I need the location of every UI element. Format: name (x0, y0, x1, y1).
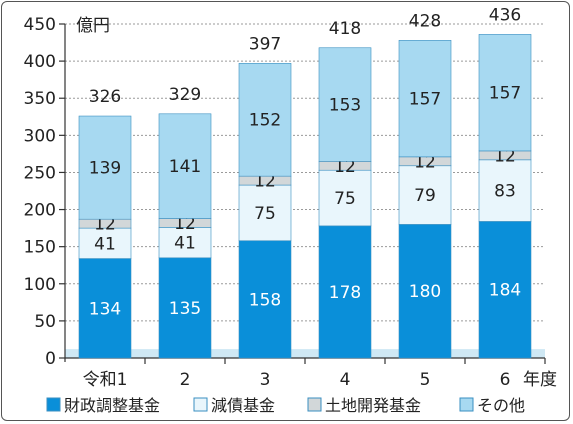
legend-swatch-0 (46, 397, 61, 412)
segment-label-1-0: 41 (94, 234, 116, 254)
bar-segment-0-5 (478, 221, 532, 359)
total-label-2: 397 (249, 34, 281, 54)
bars: 1344112139326135411214132915875121523971… (78, 5, 532, 359)
bar-segment-0-4 (398, 224, 452, 359)
y-unit-label: 億円 (76, 16, 110, 36)
segment-label-2-3: 12 (334, 157, 356, 177)
segment-label-0-2: 158 (249, 290, 281, 310)
bar-segment-3-1 (158, 113, 212, 219)
bar-segment-3-4 (398, 40, 452, 158)
segment-label-2-0: 12 (94, 215, 116, 235)
bar-segment-1-3 (318, 169, 372, 227)
segment-label-2-5: 12 (494, 146, 516, 166)
bar-segment-3-3 (318, 47, 372, 162)
bar-segment-0-0 (78, 258, 132, 359)
segment-label-1-1: 41 (174, 234, 196, 254)
y-tick-label: 300 (24, 126, 56, 146)
bar-segment-0-1 (158, 257, 212, 359)
segment-label-0-0: 134 (89, 299, 121, 319)
legend-label-2: 土地開発基金 (325, 396, 421, 415)
bar-segment-1-4 (398, 165, 452, 225)
category-label-0: 令和1 (83, 370, 128, 390)
legend-label-3: その他 (477, 396, 525, 415)
y-tick-label: 400 (24, 52, 56, 72)
category-label-2: 3 (260, 370, 271, 390)
total-label-4: 428 (409, 11, 441, 31)
total-label-3: 418 (329, 19, 361, 39)
y-tick-label: 350 (24, 89, 56, 109)
segment-label-2-2: 12 (254, 172, 276, 192)
y-tick-label: 100 (24, 275, 56, 295)
y-tick-label: 250 (24, 163, 56, 183)
total-label-1: 329 (169, 85, 201, 105)
segment-label-0-3: 178 (329, 283, 361, 303)
bar-segment-1-1 (158, 227, 212, 259)
segment-label-1-3: 75 (334, 189, 356, 209)
x-unit-label: 年度 (523, 370, 557, 390)
segment-label-3-3: 153 (329, 96, 361, 116)
bar-segment-1-0 (78, 227, 132, 259)
bar-segment-0-3 (318, 225, 372, 359)
segment-label-3-1: 141 (169, 157, 201, 177)
grid-lines (65, 23, 545, 359)
y-tick-label: 450 (24, 15, 56, 35)
legend-swatch-2 (307, 397, 322, 412)
y-tick-label: 50 (34, 312, 56, 332)
segment-label-2-1: 12 (174, 214, 196, 234)
segment-label-3-0: 139 (89, 159, 121, 179)
total-label-5: 436 (489, 5, 521, 25)
legend-swatch-3 (459, 397, 474, 412)
bar-segment-3-5 (478, 34, 532, 152)
category-label-1: 2 (180, 370, 191, 390)
segment-label-3-4: 157 (409, 90, 441, 110)
bar-segment-1-2 (238, 184, 292, 242)
segment-label-1-2: 75 (254, 204, 276, 224)
y-tick-label: 150 (24, 238, 56, 258)
category-label-4: 5 (420, 370, 431, 390)
segment-label-1-4: 79 (414, 186, 436, 206)
segment-label-1-5: 83 (494, 182, 516, 202)
legend-label-0: 財政調整基金 (64, 396, 160, 415)
y-tick-label: 0 (45, 349, 56, 369)
legend-label-1: 減債基金 (211, 396, 275, 415)
legend: 財政調整基金 減債基金 土地開発基金 その他 (46, 396, 525, 415)
segment-label-0-5: 184 (489, 281, 521, 301)
segment-label-0-1: 135 (169, 299, 201, 319)
segment-label-2-4: 12 (414, 152, 436, 172)
baseline-band (65, 349, 545, 358)
category-label-5: 6 (500, 370, 511, 390)
bar-segment-3-2 (238, 63, 292, 177)
segment-label-3-5: 157 (489, 84, 521, 104)
total-label-0: 326 (89, 87, 121, 107)
y-tick-label: 200 (24, 201, 56, 221)
bar-segment-0-2 (238, 240, 292, 359)
bar-segment-3-0 (78, 115, 132, 220)
segment-label-3-2: 152 (249, 111, 281, 131)
segment-label-0-4: 180 (409, 282, 441, 302)
legend-swatch-1 (193, 397, 208, 412)
category-label-3: 4 (340, 370, 351, 390)
x-axis: 令和1 2 3 4 5 6 (83, 358, 546, 390)
